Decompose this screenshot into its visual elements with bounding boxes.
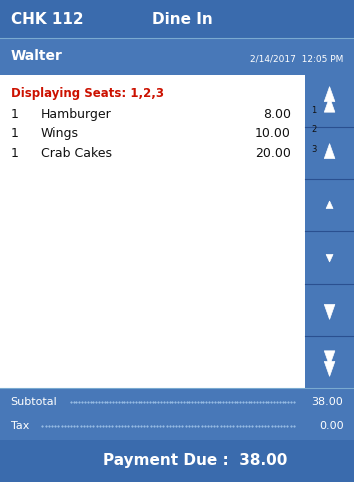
- Text: Hamburger: Hamburger: [41, 108, 112, 121]
- Text: Walter: Walter: [11, 50, 63, 64]
- Bar: [0, 388, 354, 440]
- Text: 1: 1: [11, 147, 18, 160]
- Bar: [0, 0, 354, 38]
- Text: Tax: Tax: [11, 421, 29, 431]
- Polygon shape: [326, 201, 333, 209]
- Text: 8.00: 8.00: [263, 108, 291, 121]
- Text: Dine In: Dine In: [152, 12, 213, 27]
- Bar: [0, 75, 305, 388]
- Polygon shape: [324, 97, 335, 112]
- Text: 38.00: 38.00: [312, 397, 343, 407]
- Text: 10.00: 10.00: [255, 127, 291, 140]
- Bar: [0, 38, 354, 75]
- Text: 1: 1: [11, 127, 18, 140]
- Polygon shape: [326, 254, 333, 262]
- Polygon shape: [324, 351, 335, 366]
- Text: Payment Due :  38.00: Payment Due : 38.00: [103, 454, 287, 469]
- Text: 0.00: 0.00: [319, 421, 343, 431]
- Text: Displaying Seats: 1,2,3: Displaying Seats: 1,2,3: [11, 87, 164, 100]
- Bar: [305, 75, 354, 388]
- Polygon shape: [324, 305, 335, 320]
- Text: Wings: Wings: [41, 127, 79, 140]
- Text: 2/14/2017  12:05 PM: 2/14/2017 12:05 PM: [250, 54, 343, 64]
- Text: 3: 3: [311, 145, 317, 154]
- Text: 1: 1: [11, 108, 18, 121]
- Text: CHK 112: CHK 112: [11, 12, 83, 27]
- Text: 1: 1: [312, 106, 316, 115]
- Text: 2: 2: [312, 125, 316, 134]
- Polygon shape: [324, 87, 335, 102]
- Polygon shape: [324, 144, 335, 159]
- Bar: [0, 440, 354, 482]
- Text: Subtotal: Subtotal: [11, 397, 57, 407]
- Text: Crab Cakes: Crab Cakes: [41, 147, 112, 160]
- Text: 20.00: 20.00: [255, 147, 291, 160]
- Polygon shape: [324, 362, 335, 376]
